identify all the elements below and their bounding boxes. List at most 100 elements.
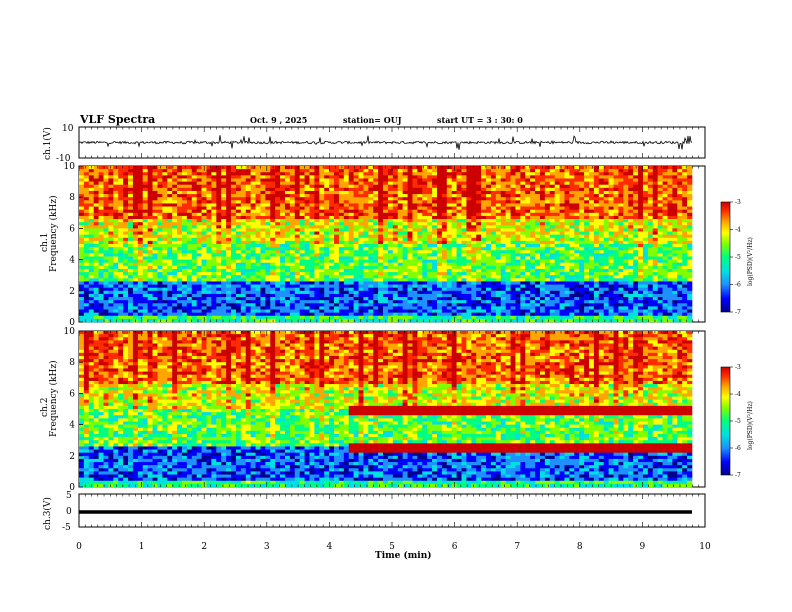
spectrogram-cell [412,272,418,276]
spectrogram-cell [392,244,399,248]
spectrogram-cell [152,166,158,170]
spectrogram-cell [383,300,389,304]
spectrogram-cell [113,197,119,201]
spectrogram-cell [387,175,394,179]
spectrogram-cell [422,187,428,192]
spectrogram-cell [265,287,271,292]
spectrogram-cell [172,169,178,173]
spectrogram-cell [152,172,158,176]
spectrogram-cell [196,240,202,245]
spectrogram-cell [157,297,163,301]
spectrogram-cell [137,268,144,273]
spectrogram-cell [525,181,531,186]
spectrogram-cell [446,203,452,207]
spectrogram-cell [221,234,227,239]
spectrogram-cell [461,212,467,217]
spectrogram-cell [221,312,227,317]
spectrogram-cell [334,222,340,226]
spectrogram-cell [549,169,555,173]
spectrogram-cell [255,181,261,186]
spectrogram-cell [500,194,506,198]
spectrogram-cell [363,318,369,323]
spectrogram-cell [363,250,369,254]
spectrogram-cell [373,268,379,273]
spectrogram-cell [535,234,541,239]
spectrogram-cell [338,244,345,248]
spectrogram-cell [329,190,335,195]
spectrogram-cell [559,287,565,292]
spectrogram-cell [446,262,452,267]
spectrogram-cell [196,215,202,220]
spectrogram-cell [137,247,144,251]
spectrogram-cell [245,219,251,223]
spectrogram-cell [446,187,452,192]
spectrogram-cell [432,278,438,282]
spectrogram-cell [515,297,521,301]
spectrogram-cell [191,268,197,273]
spectrogram-cell [544,281,551,285]
spectrogram-cell [235,309,242,313]
spectrogram-cell [520,222,526,226]
spectrogram-cell [275,315,281,320]
spectrogram-cell [368,194,374,198]
spectrogram-cell [515,184,521,189]
spectrogram-cell [240,215,247,220]
spectrogram-cell [500,190,506,195]
spectrogram-cell [544,278,551,282]
spectrogram-cell [559,181,565,186]
spectrogram-cell [324,175,330,179]
spectrogram-cell [412,253,418,257]
spectrogram-cell [152,222,158,226]
spectrogram-cell [432,172,438,176]
spectrogram-cell [436,194,443,198]
spectrogram-cell [83,284,90,288]
spectrogram-cell [363,187,369,192]
spectrogram-cell [79,200,85,204]
spectrogram-cell [93,272,99,276]
spectrogram-cell [309,169,315,173]
spectrogram-cell [132,209,139,214]
spectrogram-cell [476,228,482,232]
spectrogram-cell [535,190,541,195]
spectrogram-cell [226,253,232,257]
spectrogram-cell [299,190,305,195]
spectrogram-cell [186,178,193,182]
spectrogram-cell [530,250,536,254]
spectrogram-cell [432,237,438,242]
spectrogram-cell [304,231,310,235]
spectrogram-cell [319,212,325,217]
spectrogram-cell [270,265,276,270]
spectrogram-cell [226,303,232,307]
spectrogram-cell [392,200,399,204]
spectrogram-cell [142,237,148,242]
spectrogram-cell [544,203,551,207]
spectrogram-cell [172,212,178,217]
spectrogram-cell [520,166,526,170]
spectrogram-cell [216,206,222,210]
spectrogram-cell [108,312,114,317]
spectrogram-cell [471,209,477,214]
spectrogram-cell [505,306,511,310]
spectrogram-cell [466,187,472,192]
spectrogram-cell [83,256,90,260]
spectrogram-cell [422,197,428,201]
spectrogram-cell [216,219,222,223]
spectrogram-cell [294,187,300,192]
spectrogram-cell [402,187,408,192]
spectrogram-cell [348,212,354,217]
spectrogram-cell [348,231,354,235]
spectrogram-cell [201,312,207,317]
spectrogram-cell [368,215,374,220]
spectrogram-cell [456,290,462,295]
spectrogram-cell [147,303,153,307]
spectrogram-cell [490,250,497,254]
spectrogram-cell [206,200,212,204]
spectrogram-cell [309,278,315,282]
spectrogram-cell [456,197,462,201]
spectrogram-cell [128,275,134,279]
spectrogram-cell [539,169,546,173]
spectrogram-cell [275,262,281,267]
spectrogram-cell [402,172,408,176]
spectrogram-cell [280,172,286,176]
spectrogram-cell [495,219,502,223]
